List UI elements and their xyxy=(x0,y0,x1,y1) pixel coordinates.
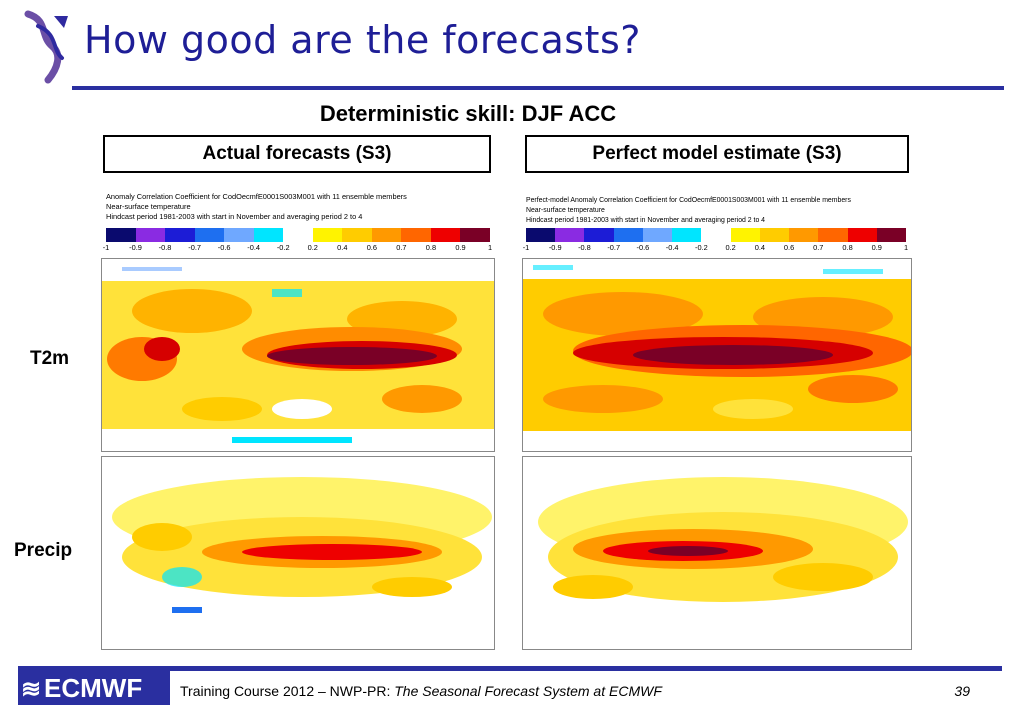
colorbar-tick: 0.9 xyxy=(455,243,466,252)
footer-course-title: The Seasonal Forecast System at ECMWF xyxy=(394,683,662,699)
colorbar-tick: -1 xyxy=(102,243,110,252)
colorbar-swatch xyxy=(613,228,643,242)
left-header-line: Hindcast period 1981-2003 with start in … xyxy=(106,212,363,221)
colorbar-tick: 0.2 xyxy=(725,243,736,252)
colorbar-tick: 0.4 xyxy=(754,243,765,252)
colorbar-swatch xyxy=(847,228,877,242)
colorbar-tick: -0.2 xyxy=(694,243,708,252)
colorbar-swatch xyxy=(789,228,819,242)
colorbar-swatch xyxy=(253,228,284,242)
colorbar-swatch xyxy=(526,228,556,242)
colorbar-tick: -1 xyxy=(522,243,530,252)
left-colorbar: -1 -0.9 -0.8 -0.7 -0.6 -0.4 -0.2 0.2 0.4… xyxy=(103,228,492,252)
left-panel-header: Anomaly Correlation Coefficient for CodO… xyxy=(106,192,492,222)
footer-course: Training Course 2012 – NWP-PR: xyxy=(180,683,395,699)
perfect-model-box: Perfect model estimate (S3) xyxy=(525,135,909,173)
row-label-precip: Precip xyxy=(14,540,73,561)
colorbar-tick: -0.2 xyxy=(276,243,290,252)
footer-divider xyxy=(18,666,1002,671)
logo-waves-icon: ≋ xyxy=(20,676,42,703)
colorbar-swatches xyxy=(526,228,907,242)
colorbar-swatch xyxy=(460,228,490,242)
colorbar-tick: -0.9 xyxy=(129,243,142,252)
colorbar-tick: 0.9 xyxy=(871,243,882,252)
map-actual-t2m xyxy=(101,258,495,452)
ecmwf-emblem-icon xyxy=(24,10,68,84)
map-perfect-t2m xyxy=(522,258,912,452)
colorbar-ticks: -1 -0.9 -0.8 -0.7 -0.6 -0.4 -0.2 0.2 0.4… xyxy=(102,243,493,253)
colorbar-tick: 0.2 xyxy=(307,243,318,252)
colorbar-tick: -0.8 xyxy=(158,243,172,252)
colorbar-swatch xyxy=(430,228,461,242)
colorbar-tick: 0.6 xyxy=(783,243,795,252)
colorbar-swatch xyxy=(701,228,731,242)
right-header-line: Perfect-model Anomaly Correlation Coeffi… xyxy=(526,197,851,204)
actual-forecasts-box: Actual forecasts (S3) xyxy=(103,135,491,173)
left-header-line: Near-surface temperature xyxy=(106,202,191,211)
row-label-t2m: T2m xyxy=(30,348,70,369)
colorbar-tick: 0.8 xyxy=(842,243,853,252)
colorbar-tick: 0.7 xyxy=(813,243,824,252)
colorbar-tick: 1 xyxy=(903,243,909,252)
colorbar-swatch xyxy=(224,228,254,242)
colorbar-tick: -0.6 xyxy=(217,243,231,252)
colorbar-swatch xyxy=(194,228,225,242)
page-title: How good are the forecasts? xyxy=(84,18,641,62)
colorbar-swatch xyxy=(818,228,848,242)
page-number: 39 xyxy=(954,683,970,699)
colorbar-swatch xyxy=(135,228,166,242)
colorbar-swatch xyxy=(876,228,907,242)
colorbar-swatch xyxy=(555,228,585,242)
colorbar-tick: 1 xyxy=(487,243,493,252)
colorbar-swatch xyxy=(584,228,614,242)
colorbar-tick: -0.8 xyxy=(578,243,591,252)
colorbar-swatch xyxy=(312,228,343,242)
colorbar-swatch xyxy=(106,228,136,242)
colorbar-swatch xyxy=(371,228,402,242)
colorbar-tick: 0.8 xyxy=(425,243,437,252)
left-header-line: Anomaly Correlation Coefficient for CodO… xyxy=(106,192,407,201)
colorbar-swatch xyxy=(730,228,760,242)
right-header-line: Hindcast period 1981-2003 with start in … xyxy=(526,217,766,224)
right-panel-header: Perfect-model Anomaly Correlation Coeffi… xyxy=(526,196,912,226)
logo-text: ECMWF xyxy=(44,673,143,703)
colorbar-swatch xyxy=(672,228,702,242)
colorbar-tick: -0.6 xyxy=(636,243,650,252)
colorbar-swatch xyxy=(759,228,790,242)
colorbar-tick: 0.7 xyxy=(396,243,407,252)
map-actual-precip xyxy=(101,456,495,650)
colorbar-tick: -0.4 xyxy=(247,243,261,252)
footer-text: Training Course 2012 – NWP-PR: The Seaso… xyxy=(180,683,662,699)
right-colorbar: -1 -0.9 -0.8 -0.7 -0.6 -0.4 -0.2 0.2 0.4… xyxy=(523,228,908,252)
colorbar-tick: -0.7 xyxy=(607,243,621,252)
map-perfect-precip xyxy=(522,456,912,650)
colorbar-tick: -0.7 xyxy=(188,243,201,252)
right-header-line: Near-surface temperature xyxy=(526,207,605,214)
colorbar-swatch xyxy=(342,228,372,242)
colorbar-tick: 0.4 xyxy=(337,243,348,252)
colorbar-swatch xyxy=(401,228,431,242)
colorbar-ticks: -1 -0.9 -0.8 -0.7 -0.6 -0.4 -0.2 0.2 0.4… xyxy=(522,243,909,253)
colorbar-tick: -0.4 xyxy=(665,243,679,252)
ecmwf-logo: ≋ ECMWF xyxy=(18,671,170,705)
colorbar-tick: 0.6 xyxy=(366,243,377,252)
colorbar-swatches xyxy=(106,228,490,242)
colorbar-swatch xyxy=(642,228,673,242)
colorbar-swatch xyxy=(283,228,313,242)
title-divider xyxy=(72,86,1004,90)
colorbar-tick: -0.9 xyxy=(548,243,562,252)
colorbar-swatch xyxy=(165,228,195,242)
slide-subtitle: Deterministic skill: DJF ACC xyxy=(319,101,617,126)
